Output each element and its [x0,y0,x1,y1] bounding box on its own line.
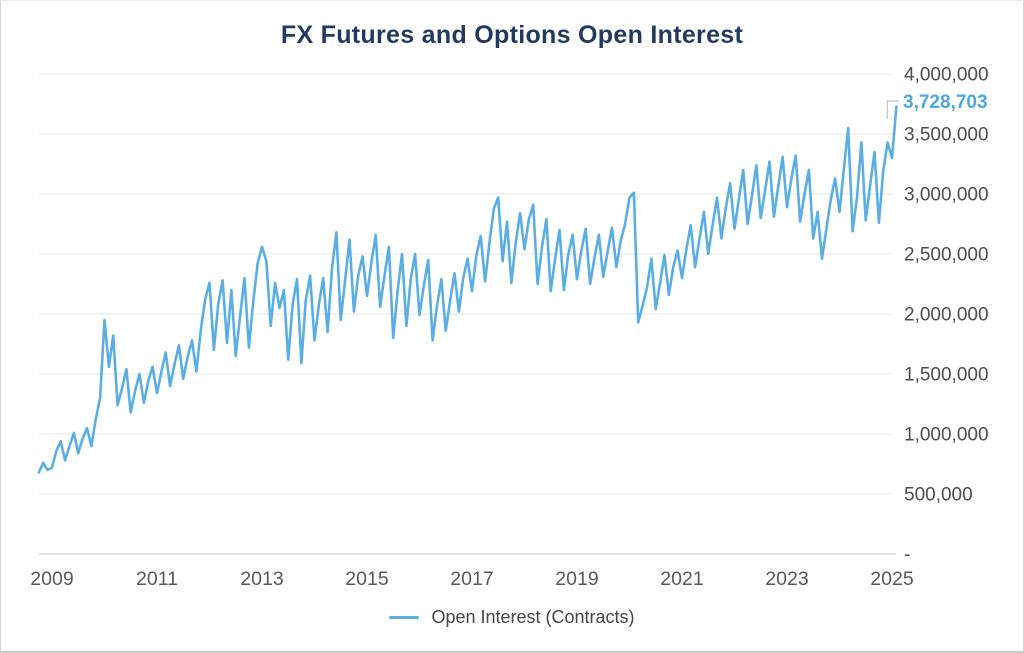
x-axis-tick-label: 2019 [555,568,598,590]
y-axis-tick-label: 3,000,000 [904,185,989,206]
x-axis-tick-label: 2021 [660,568,703,590]
x-axis-tick-label: 2009 [30,568,73,590]
y-axis-tick-label: 2,000,000 [904,305,989,326]
x-axis-tick-label: 2025 [870,568,914,590]
annotation-leader-line [886,100,899,119]
chart-title: FX Futures and Options Open Interest [280,21,744,49]
y-axis-tick-label: 1,000,000 [904,425,989,446]
legend-label: Open Interest (Contracts) [431,607,635,627]
x-axis-tick-label: 2013 [240,568,283,590]
last-value-annotation: 3,728,703 [903,92,988,113]
legend: Open Interest (Contracts) [1,607,1023,628]
x-axis-tick-label: 2023 [765,568,808,590]
y-axis-tick-label: 3,500,000 [904,125,989,146]
y-axis-tick-label: - [904,545,910,566]
y-axis-tick-label: 500,000 [904,485,973,506]
legend-line-icon [389,616,420,619]
y-axis-tick-label: 1,500,000 [904,365,989,386]
y-axis-tick-label: 2,500,000 [904,245,989,266]
x-axis-tick-label: 2015 [345,568,389,590]
x-axis-tick-label: 2011 [136,568,178,590]
y-axis-tick-label: 4,000,000 [904,65,989,86]
x-axis-tick-label: 2017 [450,568,493,590]
open-interest-line [37,105,898,474]
